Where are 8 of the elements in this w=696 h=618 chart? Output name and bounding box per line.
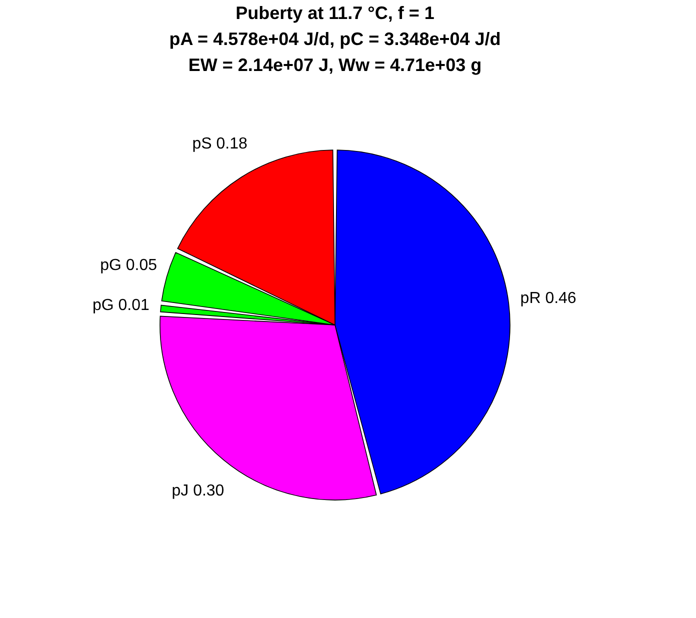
- text: pA = 4.578e+04 J/d, pC = 3.348e+04 J/d: [169, 29, 501, 49]
- text: EW = 2.14e+07 J, Ww = 4.71e+03 g: [188, 55, 482, 75]
- slice-label: pS 0.18: [192, 135, 248, 152]
- slice-label: pG 0.01: [92, 296, 150, 314]
- text: Puberty at 11.7 °C, f = 1: [236, 3, 434, 23]
- slice-label: pG 0.05: [100, 257, 158, 274]
- slice-label: pR 0.46: [520, 290, 576, 308]
- slice-label: pJ 0.30: [172, 482, 224, 500]
